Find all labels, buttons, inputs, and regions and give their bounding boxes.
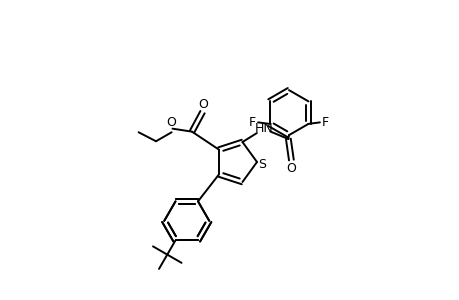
Text: O: O (166, 116, 175, 129)
Text: O: O (286, 162, 296, 175)
Text: HN: HN (254, 122, 273, 135)
Text: O: O (198, 98, 208, 111)
Text: S: S (258, 158, 266, 171)
Text: F: F (249, 116, 256, 129)
Text: F: F (321, 116, 328, 129)
